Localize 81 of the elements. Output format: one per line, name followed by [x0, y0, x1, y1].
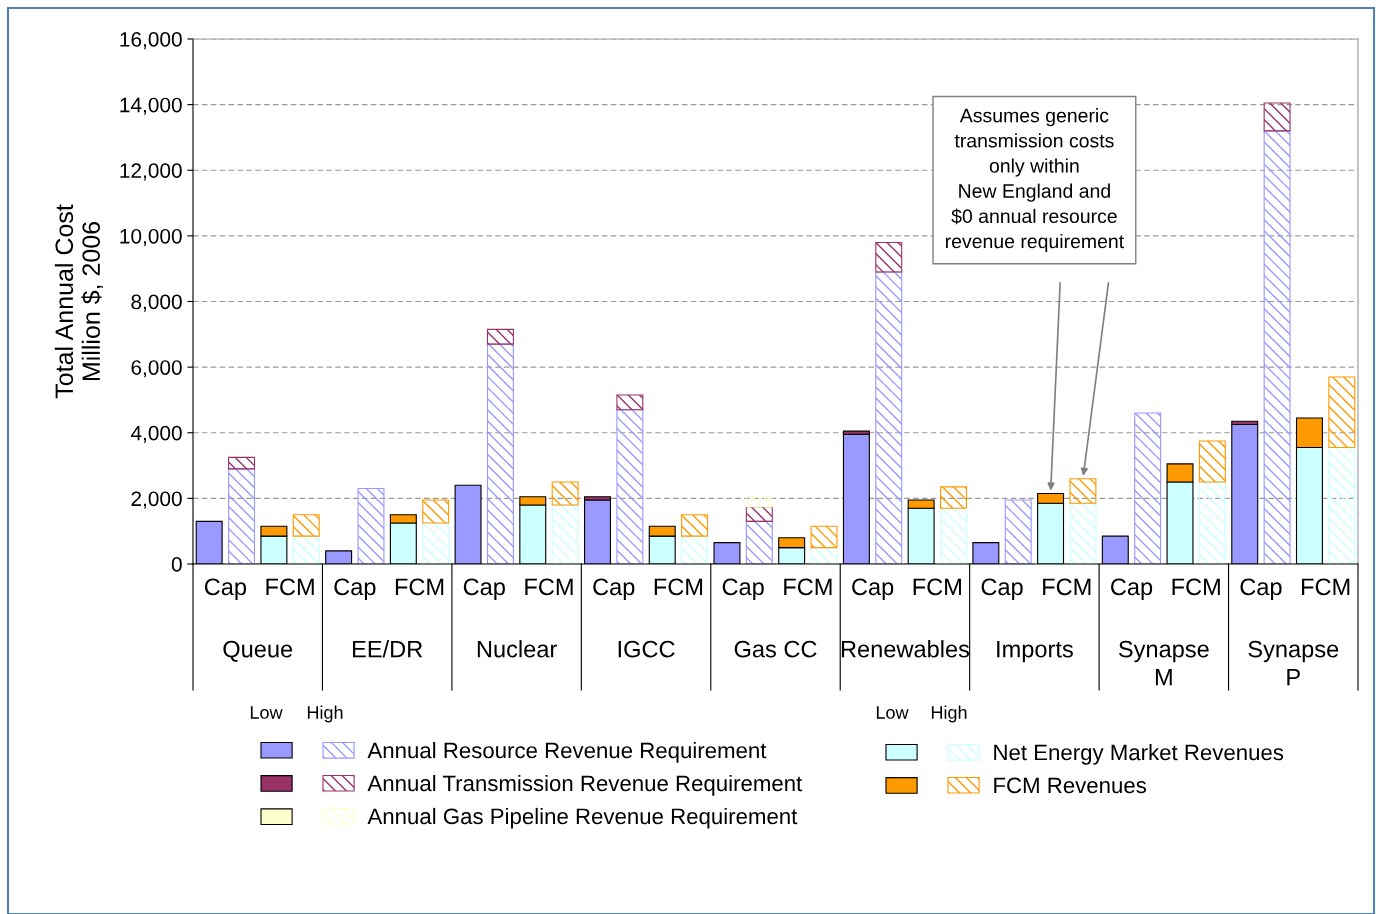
x-tick-label: FCM	[1172, 578, 1220, 596]
x-tick-label: Cap	[593, 578, 635, 600]
y-tick-label: 16,000	[120, 32, 182, 50]
y-tick-label: 8,000	[131, 294, 182, 312]
bar	[745, 520, 773, 564]
y-tick-label: 4,000	[130, 425, 182, 443]
bar	[422, 499, 450, 524]
annotation: Assumes generic transmission costs only within New England and $0 annual resource revenue requirement	[945, 108, 1124, 253]
bar	[745, 506, 773, 522]
bar	[1198, 481, 1226, 564]
bar	[486, 343, 514, 564]
x-tick-label: Cap	[1111, 578, 1153, 600]
bar	[1004, 499, 1032, 564]
bar	[292, 535, 320, 564]
text: High	[931, 705, 967, 723]
y-tick-label: 14,000	[120, 97, 182, 115]
text: Low	[250, 706, 283, 719]
y-tick-label: 10,000	[120, 228, 182, 247]
text: Gas CC	[734, 640, 817, 658]
x-tick-label: FCM	[1302, 578, 1350, 596]
y-tick-label: 12,000	[120, 163, 182, 181]
bar	[1263, 130, 1291, 564]
bar	[875, 241, 903, 273]
legend-label: Annual Transmission Revenue Requirement	[367, 774, 803, 796]
bar	[1328, 446, 1356, 564]
legend-label: Annual Gas Pipeline Revenue Requirement	[367, 807, 798, 829]
legend-label: Annual Resource Revenue Requirement	[367, 742, 767, 763]
bar	[1134, 412, 1162, 564]
bar	[1069, 478, 1097, 504]
bar	[939, 507, 967, 564]
y-tick-label: 6,000	[131, 360, 182, 378]
bar	[810, 547, 838, 564]
y-tick-label: 2,000	[131, 491, 182, 509]
bar	[551, 504, 579, 564]
bar	[357, 487, 385, 564]
bar	[681, 535, 709, 564]
text: Imports	[997, 640, 1073, 663]
bar	[616, 409, 644, 564]
bar	[551, 481, 579, 506]
bar	[486, 328, 514, 345]
bar	[422, 522, 450, 564]
x-tick-label: FCM	[654, 578, 703, 596]
x-tick-label: FCM	[266, 578, 314, 596]
x-tick-label: FCM	[913, 578, 961, 596]
bar	[292, 514, 320, 537]
text: Low	[876, 706, 909, 719]
x-tick-label: FCM	[395, 578, 444, 596]
x-tick-label: Cap	[1240, 578, 1282, 600]
bar	[228, 468, 256, 564]
bar	[1198, 440, 1226, 483]
x-tick-label: Cap	[722, 578, 764, 600]
legend-label: FCM Revenues	[994, 777, 1147, 794]
x-tick-label: FCM	[784, 578, 832, 596]
bar	[228, 456, 256, 470]
bar	[1328, 376, 1356, 449]
x-tick-label: FCM	[525, 578, 573, 596]
text: Nuclear	[477, 640, 557, 658]
x-tick-label: Cap	[463, 578, 505, 600]
x-tick-label: Cap	[852, 578, 894, 600]
x-tick-label: Cap	[981, 578, 1023, 600]
y-axis-title: Total Annual Cost Million $, 2006	[54, 204, 103, 399]
text: Renewables	[841, 640, 970, 658]
x-tick-label: Cap	[334, 578, 376, 600]
bar	[1263, 102, 1291, 132]
bar	[939, 486, 967, 509]
x-tick-label: FCM	[1043, 578, 1091, 596]
bar	[745, 496, 773, 508]
text: Synapse M	[1118, 640, 1209, 686]
text: High	[307, 705, 343, 723]
x-tick-label: Cap	[204, 578, 247, 600]
legend-label: Net Energy Market Revenues	[994, 744, 1284, 765]
bar	[875, 271, 903, 564]
text: EE/DR	[353, 640, 423, 658]
bar	[681, 514, 709, 537]
bar	[616, 394, 644, 411]
text: Synapse P	[1248, 640, 1339, 686]
y-tick-label: 0	[171, 557, 182, 572]
bar	[810, 525, 838, 549]
text: IGCC	[618, 640, 675, 658]
text: Queue	[223, 640, 293, 662]
bar	[1069, 502, 1097, 564]
